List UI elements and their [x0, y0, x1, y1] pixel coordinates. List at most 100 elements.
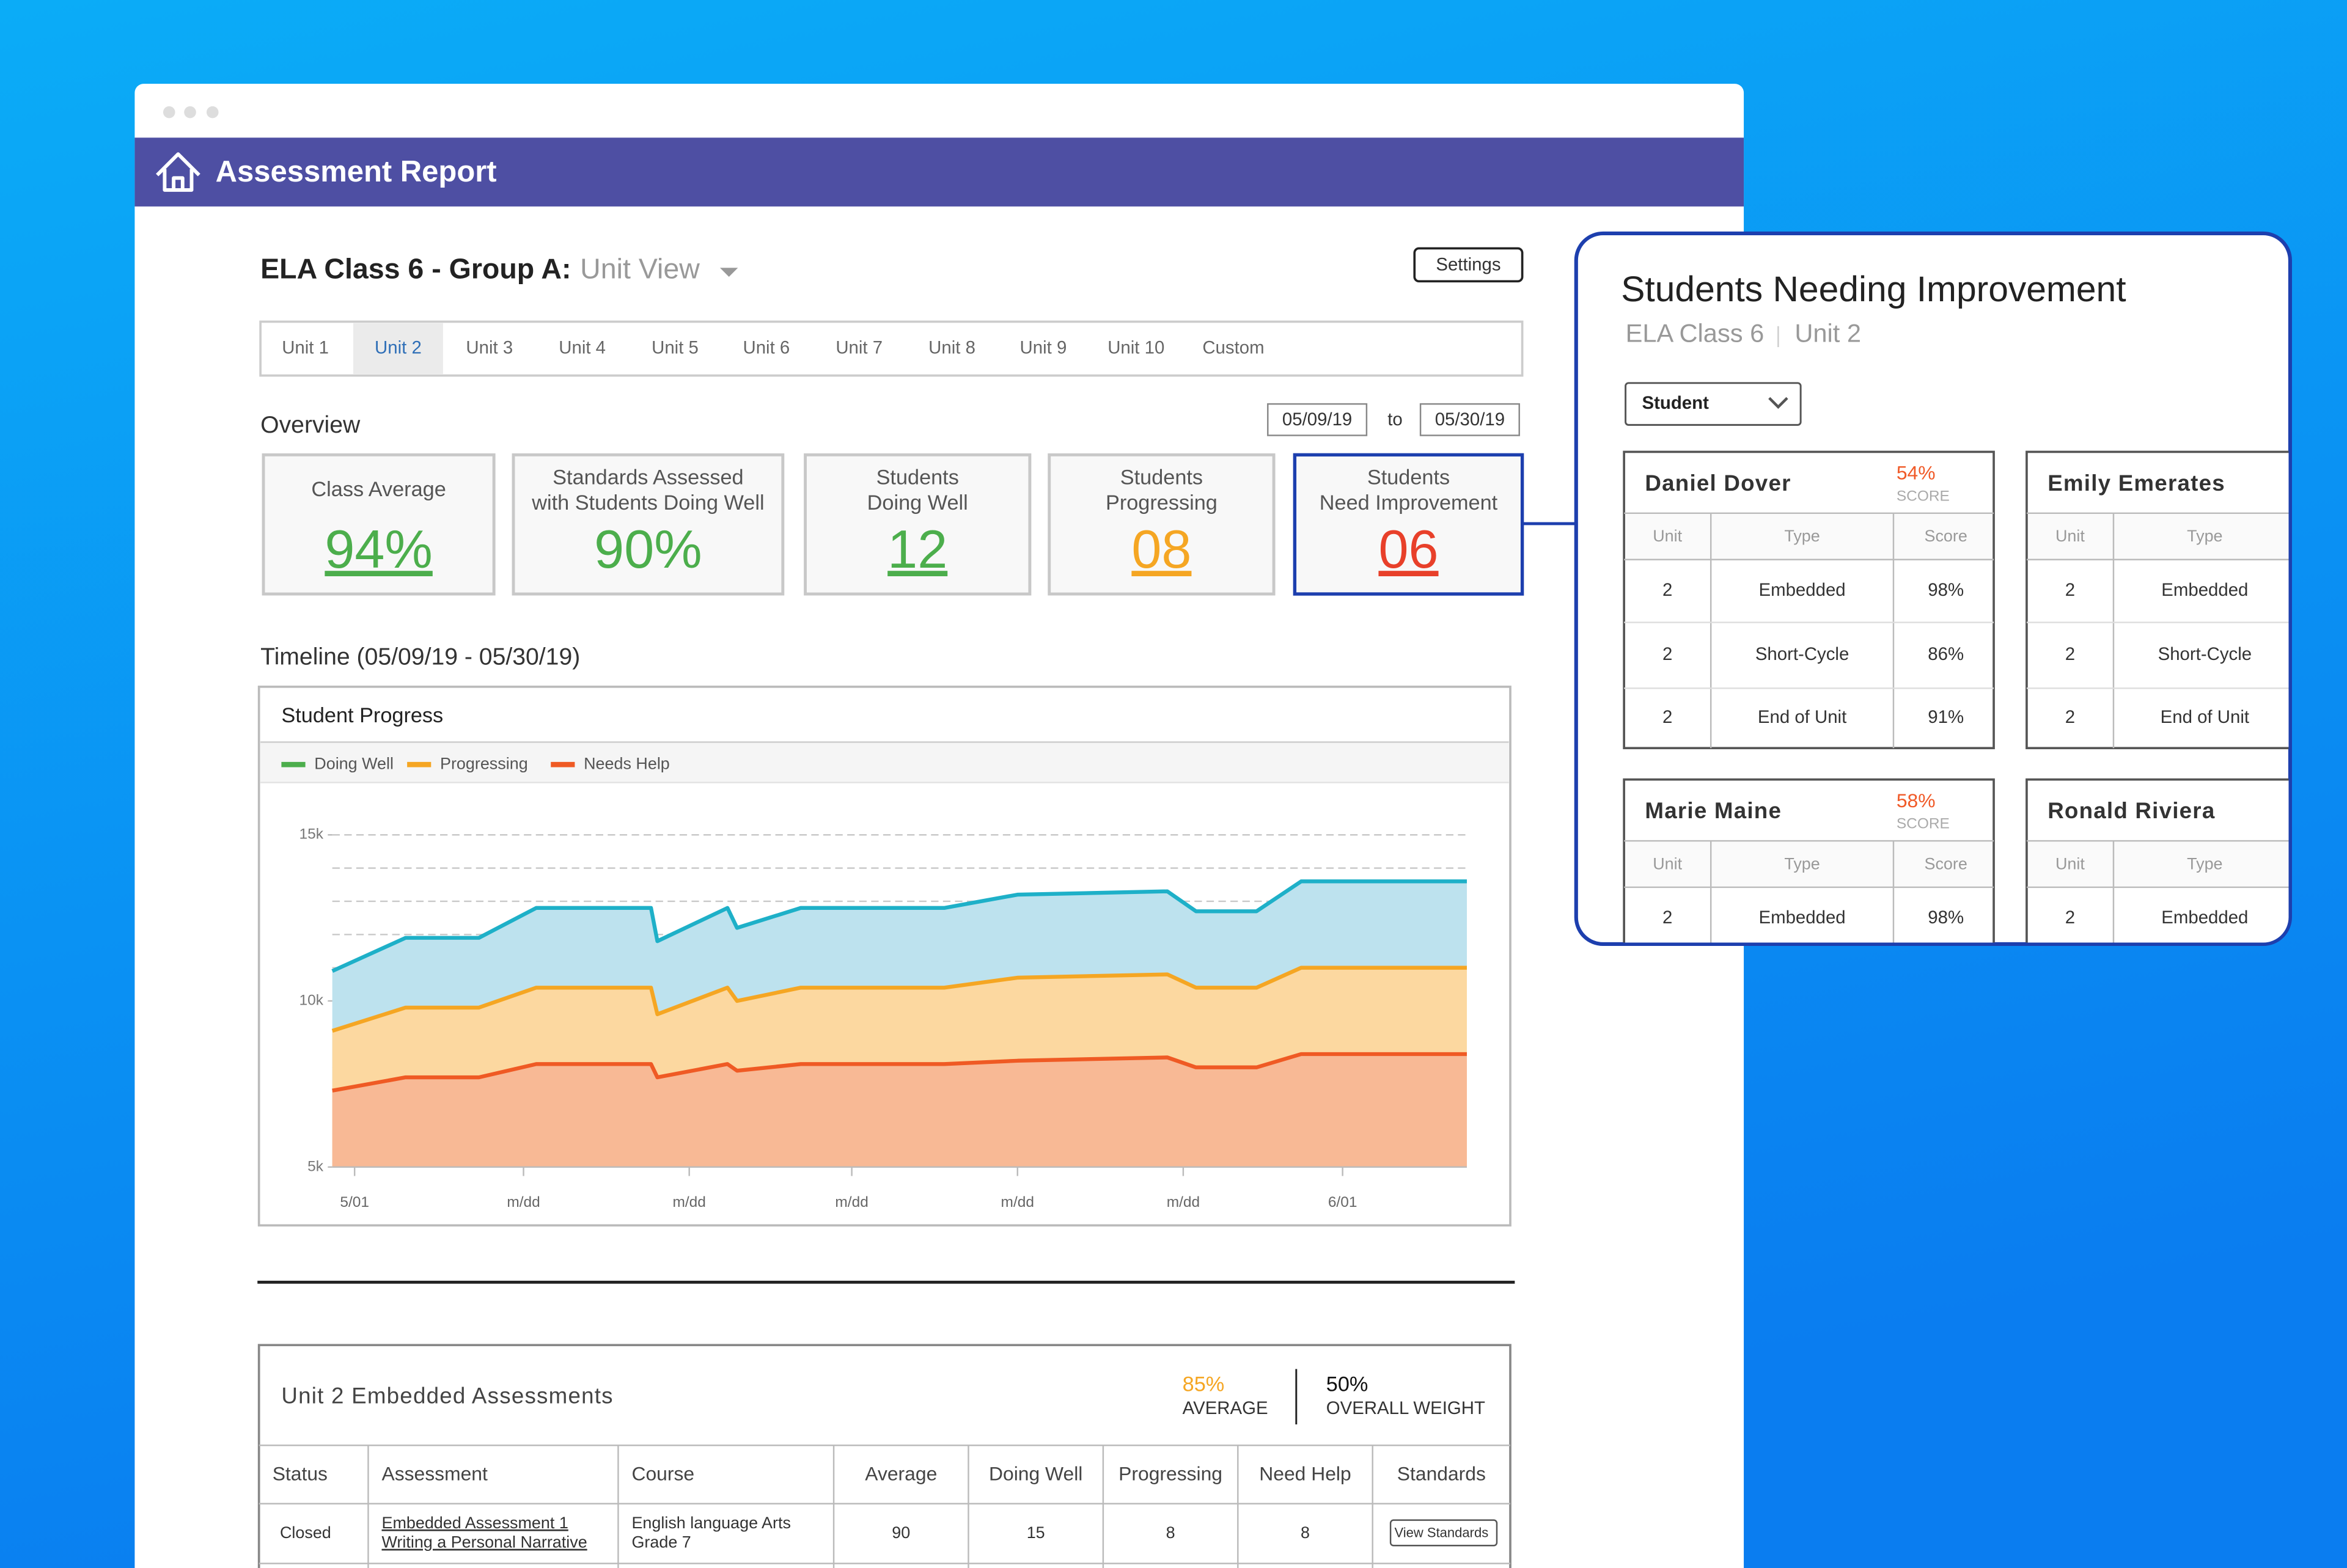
- table-cell: Closed: [280, 1523, 331, 1542]
- card-cell: 2: [1662, 580, 1672, 600]
- tab[interactable]: Unit 4: [559, 337, 606, 357]
- card-column-header: Type: [2187, 527, 2222, 545]
- card-label: Standards Assessed: [553, 466, 743, 489]
- tab[interactable]: Unit 1: [282, 337, 329, 357]
- table-box: [257, 1344, 1511, 1568]
- card-column-header: Score: [1924, 854, 1967, 873]
- x-tick-label: m/dd: [507, 1194, 540, 1211]
- student-name: Daniel Dover: [1645, 471, 1791, 496]
- card-value: 08: [1131, 519, 1191, 579]
- tab[interactable]: Unit 10: [1107, 337, 1164, 357]
- card-label: with Students Doing Well: [531, 491, 764, 515]
- weight-value: 50%: [1326, 1372, 1368, 1396]
- student-score: 58%: [1897, 789, 1936, 811]
- legend-label: Progressing: [440, 754, 528, 772]
- column-header: Need Help: [1259, 1463, 1351, 1485]
- card-label: Progressing: [1106, 491, 1218, 515]
- card-column-header: Type: [1784, 854, 1820, 873]
- assessment-link[interactable]: Writing a Personal Narrative: [381, 1533, 587, 1552]
- x-tick-label: m/dd: [835, 1194, 868, 1211]
- card-header-band: [2028, 841, 2289, 887]
- chart-title: Student Progress: [281, 704, 443, 727]
- card-cell: Embedded: [2161, 907, 2248, 928]
- tab[interactable]: Unit 9: [1020, 337, 1067, 357]
- card-header-band: [1625, 841, 1993, 887]
- view-caret: [719, 268, 738, 277]
- legend-band: [260, 742, 1509, 783]
- card-header-band: [1625, 513, 1993, 560]
- settings-button[interactable]: [1413, 247, 1524, 283]
- card-cell: Embedded: [1759, 580, 1846, 600]
- column-header: Standards: [1397, 1463, 1486, 1485]
- date-separator: to: [1387, 409, 1403, 430]
- card-cell: Embedded: [1759, 907, 1846, 928]
- card-label: Need Improvement: [1320, 491, 1498, 515]
- x-tick-label: 5/01: [340, 1194, 369, 1211]
- card-cell: 2: [2065, 907, 2075, 928]
- summary-card[interactable]: [1293, 453, 1524, 596]
- average-value: 85%: [1183, 1372, 1225, 1396]
- tab[interactable]: Custom: [1202, 337, 1264, 357]
- card-cell: 2: [1662, 907, 1672, 928]
- summary-card[interactable]: [262, 453, 496, 596]
- card-cell: 91%: [1928, 707, 1964, 727]
- section-title: Timeline (05/09/19 - 05/30/19): [260, 644, 580, 670]
- tab[interactable]: Unit 8: [928, 337, 975, 357]
- window-dot: [184, 106, 196, 119]
- x-tick-label: 6/01: [1328, 1194, 1357, 1211]
- card-cell: Embedded: [2161, 580, 2248, 600]
- column-header: Course: [631, 1463, 694, 1485]
- settings-label: Settings: [1436, 254, 1500, 274]
- home-icon[interactable]: [156, 152, 200, 192]
- y-tick-label: 15k: [299, 826, 324, 843]
- table-title: Unit 2 Embedded Assessments: [281, 1383, 613, 1409]
- score-label: SCORE: [1897, 816, 1950, 832]
- summary-card[interactable]: [512, 453, 785, 596]
- student-card: [2026, 450, 2289, 750]
- tab[interactable]: Unit 6: [743, 337, 790, 357]
- dropdown-label: Student: [1642, 393, 1710, 413]
- card-value: 06: [1378, 519, 1438, 579]
- column-header: Average: [865, 1463, 937, 1485]
- card-label: Students: [1367, 466, 1450, 489]
- card-cell: End of Unit: [1758, 707, 1846, 727]
- card-cell: 98%: [1928, 907, 1964, 928]
- column-header: Progressing: [1118, 1463, 1222, 1485]
- table-cell: 8: [1166, 1523, 1175, 1542]
- card-label: Students: [1120, 466, 1203, 489]
- view-standards-button[interactable]: [1389, 1519, 1498, 1547]
- card-column-header: Unit: [1653, 854, 1682, 873]
- student-name: Emily Emerates: [2048, 471, 2225, 496]
- card-cell: 2: [2065, 580, 2075, 600]
- tab[interactable]: Unit 5: [652, 337, 699, 357]
- window-dot: [206, 106, 219, 119]
- card-column-header: Type: [2187, 854, 2222, 873]
- x-tick-label: m/dd: [1001, 1194, 1034, 1211]
- header-bar: [134, 137, 1744, 207]
- summary-card[interactable]: [804, 453, 1032, 596]
- average-label: AVERAGE: [1183, 1398, 1268, 1418]
- card-cell: 2: [2065, 644, 2075, 664]
- page-title: ELA Class 6 - Group A:: [260, 252, 571, 284]
- card-cell: End of Unit: [2161, 707, 2249, 727]
- summary-card[interactable]: [1048, 453, 1276, 596]
- panel-subtitle: ELA Class 6: [1626, 318, 1765, 347]
- tab[interactable]: Unit 7: [836, 337, 883, 357]
- date-box[interactable]: [1267, 403, 1368, 436]
- view-selector[interactable]: Unit View: [580, 252, 700, 284]
- card-label: Doing Well: [867, 491, 968, 515]
- column-header: Status: [273, 1463, 328, 1485]
- tab[interactable]: Unit 2: [375, 337, 422, 357]
- dropdown[interactable]: [1625, 382, 1802, 426]
- tab-selected-bg: [353, 323, 443, 375]
- card-cell: 86%: [1928, 644, 1964, 664]
- assessment-link[interactable]: Embedded Assessment 1: [381, 1514, 568, 1532]
- card-cell: 2: [1662, 707, 1672, 727]
- card-value: 90%: [594, 519, 702, 579]
- date-box[interactable]: [1419, 403, 1520, 436]
- student-name: Marie Maine: [1645, 798, 1782, 823]
- tab[interactable]: Unit 3: [466, 337, 513, 357]
- area: [332, 1053, 1467, 1167]
- card-label: Students: [876, 466, 959, 489]
